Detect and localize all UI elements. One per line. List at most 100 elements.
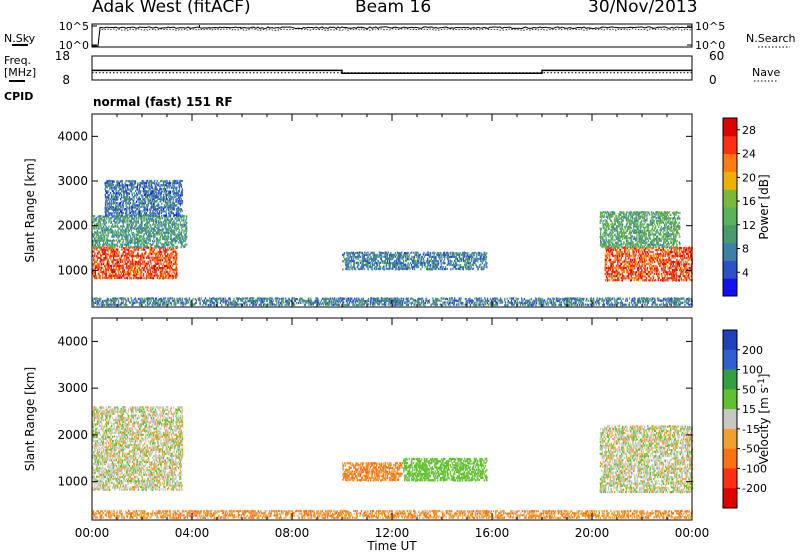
echo-cell bbox=[149, 223, 151, 227]
echo-cell bbox=[111, 277, 113, 280]
echo-cell bbox=[145, 262, 147, 265]
echo-cell bbox=[346, 264, 348, 267]
echo-cell bbox=[141, 202, 143, 205]
echo-cell bbox=[160, 276, 162, 279]
echo-cell bbox=[155, 271, 157, 274]
echo-cell bbox=[112, 274, 115, 277]
echo-cell bbox=[653, 272, 655, 275]
echo-cell bbox=[604, 261, 606, 264]
echo-cell bbox=[127, 235, 129, 238]
echo-cell bbox=[162, 248, 164, 251]
echo-cell bbox=[112, 272, 114, 275]
echo-cell bbox=[154, 190, 156, 193]
echo-cell bbox=[160, 268, 163, 271]
echo-cell bbox=[178, 196, 180, 199]
echo-cell bbox=[137, 249, 139, 252]
echo-cell bbox=[174, 233, 176, 236]
echo-cell bbox=[171, 229, 173, 232]
echo-cell bbox=[152, 258, 154, 261]
echo-cell bbox=[167, 243, 169, 246]
echo-cell bbox=[476, 258, 479, 261]
echo-cell bbox=[162, 221, 165, 224]
echo-cell bbox=[146, 206, 148, 209]
echo-cell bbox=[470, 259, 473, 263]
echo-cell bbox=[430, 264, 432, 267]
echo-cell bbox=[115, 235, 117, 238]
echo-cell bbox=[371, 262, 373, 265]
echo-cell bbox=[108, 197, 110, 201]
echo-cell bbox=[138, 231, 140, 234]
echo-cell bbox=[175, 182, 177, 185]
echo-cell bbox=[124, 195, 126, 198]
echo-cell bbox=[435, 255, 437, 258]
echo-cell bbox=[128, 229, 130, 232]
echo-cell bbox=[140, 275, 142, 278]
echo-cell bbox=[166, 194, 168, 197]
echo-cell bbox=[152, 217, 154, 220]
echo-cell bbox=[133, 212, 135, 215]
echo-cell bbox=[617, 221, 619, 224]
echo-cell bbox=[121, 264, 124, 267]
echo-cell bbox=[93, 245, 95, 248]
echo-cell bbox=[644, 247, 646, 250]
echo-cell bbox=[151, 194, 153, 197]
echo-cell bbox=[135, 239, 137, 242]
echo-cell bbox=[669, 266, 671, 269]
echo-cell bbox=[127, 274, 130, 277]
echo-cell bbox=[122, 204, 124, 207]
echo-cell bbox=[154, 225, 156, 228]
echo-cell bbox=[178, 198, 181, 201]
echo-cell bbox=[176, 188, 178, 191]
echo-cell bbox=[160, 212, 163, 215]
echo-cell bbox=[184, 229, 187, 232]
echo-cell bbox=[101, 248, 103, 251]
echo-cell bbox=[179, 204, 182, 207]
echo-cell bbox=[348, 266, 350, 269]
echo-cell bbox=[427, 266, 429, 269]
echo-cell bbox=[161, 210, 163, 213]
echo-cell bbox=[126, 227, 128, 230]
echo-cell bbox=[122, 206, 124, 209]
echo-cell bbox=[177, 215, 179, 218]
echo-cell bbox=[418, 259, 420, 262]
echo-cell bbox=[127, 239, 129, 242]
echo-cell bbox=[375, 258, 377, 261]
echo-cell bbox=[98, 231, 100, 234]
echo-cell bbox=[109, 248, 112, 251]
echo-cell bbox=[164, 180, 166, 183]
echo-cell bbox=[655, 265, 657, 268]
echo-cell bbox=[122, 223, 124, 226]
echo-cell bbox=[126, 258, 128, 261]
echo-cell bbox=[121, 182, 123, 185]
echo-cell bbox=[686, 256, 688, 259]
echo-cell bbox=[121, 187, 123, 191]
echo-cell bbox=[619, 275, 621, 278]
echo-cell bbox=[161, 179, 163, 182]
echo-cell bbox=[442, 266, 444, 269]
echo-cell bbox=[674, 256, 676, 259]
echo-cell bbox=[140, 210, 142, 213]
echo-cell bbox=[174, 241, 176, 244]
echo-cell bbox=[105, 198, 107, 201]
echo-cell bbox=[115, 248, 117, 251]
echo-cell bbox=[172, 192, 174, 195]
echo-cell bbox=[118, 217, 120, 220]
echo-cell bbox=[99, 243, 101, 246]
echo-cell bbox=[154, 235, 156, 238]
echo-cell bbox=[160, 221, 162, 224]
echo-cell bbox=[637, 277, 640, 280]
echo-cell bbox=[140, 262, 142, 265]
echo-cell bbox=[159, 239, 161, 242]
echo-cell bbox=[136, 184, 139, 187]
echo-cell bbox=[128, 272, 131, 275]
echo-cell bbox=[151, 223, 154, 226]
echo-cell bbox=[676, 269, 678, 272]
echo-cell bbox=[159, 270, 161, 274]
echo-cell bbox=[682, 256, 684, 260]
echo-cell bbox=[162, 198, 164, 201]
echo-cell bbox=[161, 196, 163, 199]
echo-cell bbox=[658, 254, 660, 257]
echo-cell bbox=[106, 237, 108, 240]
echo-cell bbox=[145, 194, 148, 197]
echo-cell bbox=[143, 239, 145, 243]
